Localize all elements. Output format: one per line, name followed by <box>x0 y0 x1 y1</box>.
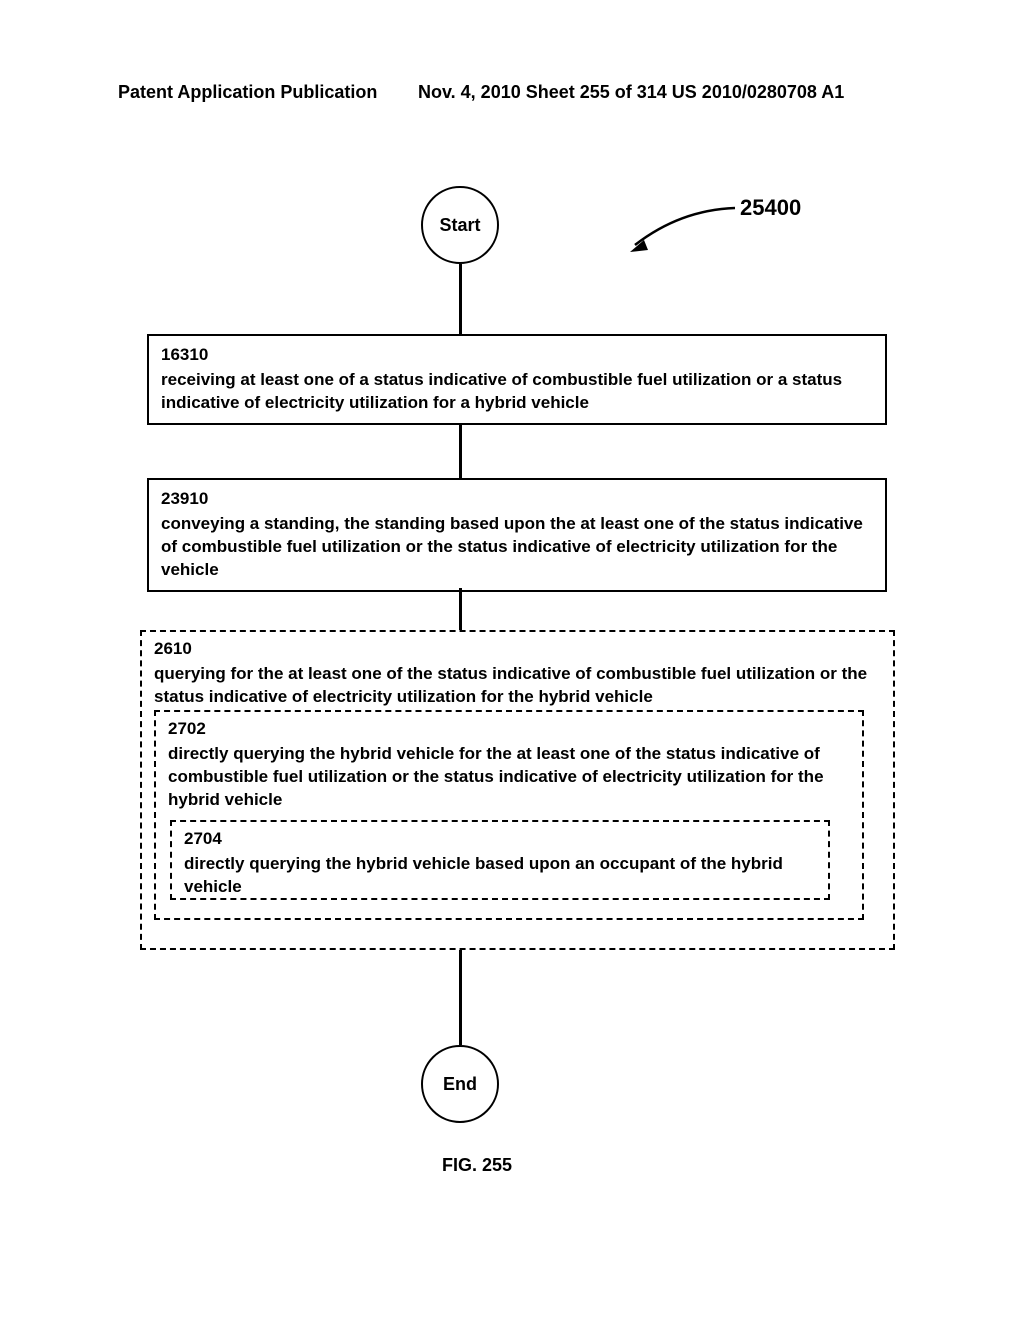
box-16310-num: 16310 <box>161 344 873 367</box>
box-2610-text: querying for the at least one of the sta… <box>154 664 867 706</box>
header-right-text: Nov. 4, 2010 Sheet 255 of 314 US 2010/02… <box>418 82 844 103</box>
box-23910-num: 23910 <box>161 488 873 511</box>
box-2702-num: 2702 <box>168 718 850 741</box>
box-2704-num: 2704 <box>184 828 816 851</box>
start-label: Start <box>439 215 480 236</box>
box-2610: 2610 querying for the at least one of th… <box>140 630 895 950</box>
connector-start-b16310 <box>459 264 462 334</box>
box-2704-text: directly querying the hybrid vehicle bas… <box>184 854 783 896</box>
box-23910: 23910 conveying a standing, the standing… <box>147 478 887 592</box>
box-2702: 2702 directly querying the hybrid vehicl… <box>154 710 864 920</box>
start-terminal: Start <box>421 186 499 264</box>
box-2702-text: directly querying the hybrid vehicle for… <box>168 744 824 809</box>
box-23910-text: conveying a standing, the standing based… <box>161 514 863 579</box>
end-terminal: End <box>421 1045 499 1123</box>
header-left-text: Patent Application Publication <box>118 82 377 103</box>
ref-arrow-curve <box>620 200 750 260</box>
figure-label: FIG. 255 <box>442 1155 512 1176</box>
box-16310: 16310 receiving at least one of a status… <box>147 334 887 425</box>
connector-b23910-b2610 <box>459 588 462 630</box>
box-2704: 2704 directly querying the hybrid vehicl… <box>170 820 830 900</box>
connector-b16310-b23910 <box>459 423 462 478</box>
page-root: Patent Application Publication Nov. 4, 2… <box>0 0 1024 1320</box>
box-2610-num: 2610 <box>154 638 881 661</box>
connector-b2610-end <box>459 950 462 1045</box>
end-label: End <box>443 1074 477 1095</box>
box-16310-text: receiving at least one of a status indic… <box>161 370 842 412</box>
